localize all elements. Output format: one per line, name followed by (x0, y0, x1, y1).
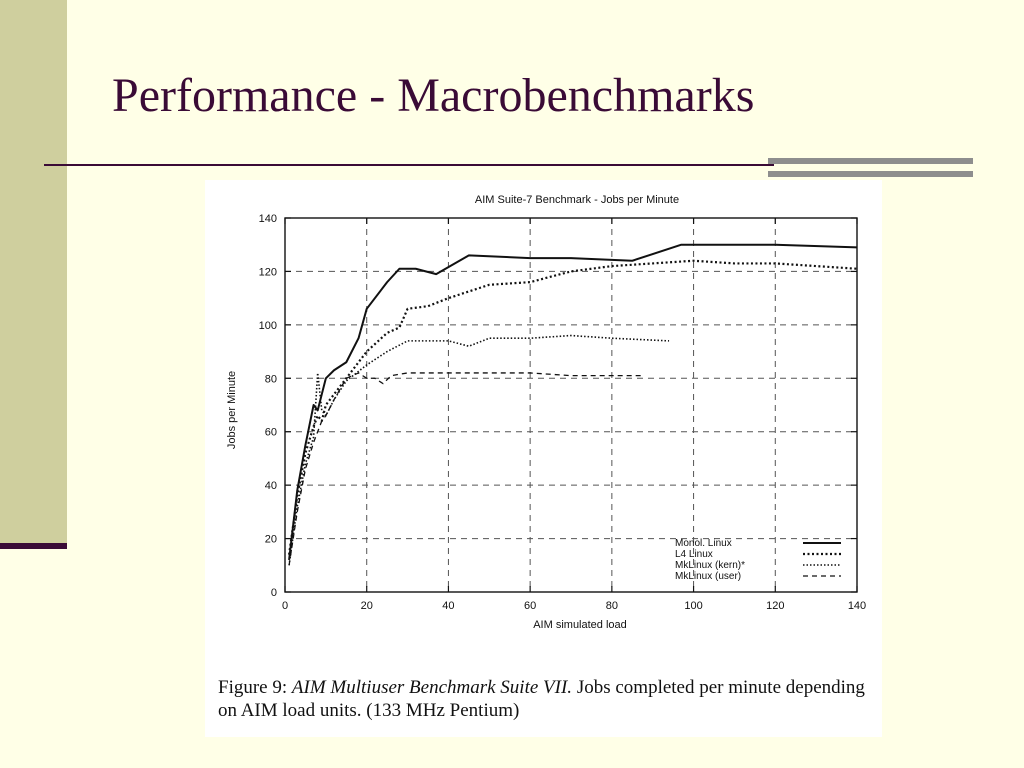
legend-label: L4 Linux (675, 549, 713, 560)
series-line-4 (288, 372, 645, 566)
x-tick-label: 0 (282, 600, 288, 612)
scanned-figure: 0 20 40 60 80 100 120 140 0 20 40 60 80 100 120 140 Mon… (205, 180, 882, 737)
chart-title: AIM Suite-7 Benchmark - Jobs per Minute (475, 194, 679, 206)
chart-series (287, 243, 858, 566)
series-line-1 (288, 243, 858, 561)
plot-frame (284, 217, 858, 593)
series-line-2 (287, 259, 858, 555)
x-tick-label: 80 (606, 600, 618, 612)
chart-axes: 0 20 40 60 80 100 120 140 0 20 40 60 80 100 120 140 (259, 213, 867, 612)
y-tick-label: 120 (259, 266, 277, 278)
y-tick-label: 0 (271, 587, 277, 599)
decorative-bar-bottom (768, 171, 973, 177)
decorative-bar-top (768, 158, 973, 164)
left-sidebar-accent-line (0, 543, 67, 549)
chart-x-axis-label: AIM simulated load (533, 619, 627, 631)
x-tick-label: 100 (684, 600, 702, 612)
caption-text: Jobs completed per minute depending on A… (218, 677, 865, 721)
x-tick-label: 60 (524, 600, 536, 612)
y-tick-label: 140 (259, 213, 277, 225)
y-tick-label: 60 (265, 427, 277, 439)
figure-caption: Figure 9: AIM Multiuser Benchmark Suite … (218, 676, 878, 722)
chart-y-axis-label: Jobs per Minute (226, 371, 238, 449)
y-tick-label: 100 (259, 320, 277, 332)
slide-title: Performance - Macrobenchmarks (112, 69, 755, 122)
caption-label: Figure 9: (218, 677, 288, 698)
legend-label: Monol. Linux (675, 538, 732, 549)
y-tick-label: 20 (265, 534, 277, 546)
legend-label: MkLinux (kern)* (675, 560, 745, 571)
y-tick-label: 40 (265, 480, 277, 492)
series-line-3 (288, 334, 670, 566)
x-tick-label: 40 (442, 600, 454, 612)
chart-grid (285, 218, 857, 592)
x-tick-label: 140 (848, 600, 866, 612)
x-tick-label: 120 (766, 600, 784, 612)
left-sidebar-bar (0, 0, 67, 546)
caption-title: AIM Multiuser Benchmark Suite VII. (291, 677, 573, 698)
y-tick-label: 80 (265, 373, 277, 385)
title-divider (44, 164, 774, 166)
legend-label: MkLinux (user) (675, 571, 741, 582)
x-tick-label: 20 (361, 600, 373, 612)
benchmark-chart: 0 20 40 60 80 100 120 140 0 20 40 60 80 100 120 140 Mon… (226, 194, 867, 631)
